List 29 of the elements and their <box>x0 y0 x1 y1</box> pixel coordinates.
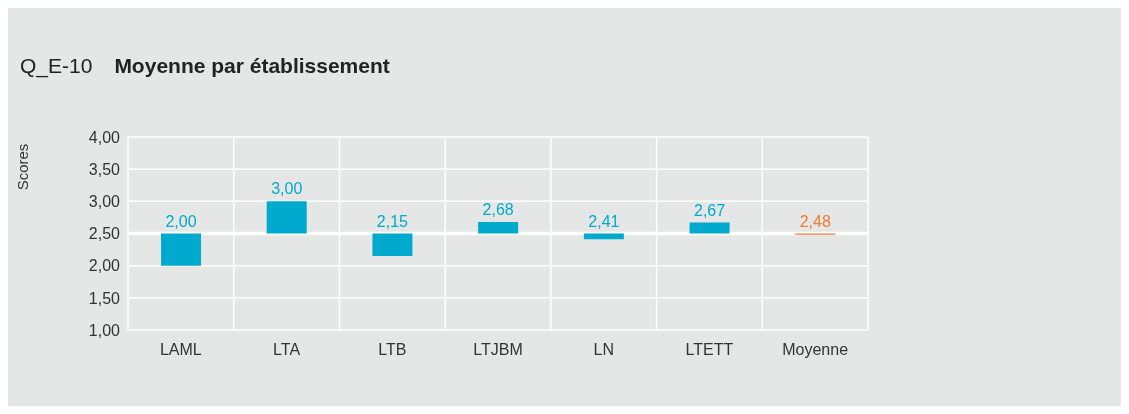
data-label: 2,41 <box>588 212 620 230</box>
bar <box>478 221 519 234</box>
y-tick-label: 1,00 <box>88 321 121 339</box>
y-tick-label: 3,50 <box>88 160 121 178</box>
bar <box>161 233 201 266</box>
bar <box>372 233 413 257</box>
bar <box>689 222 730 234</box>
data-label: 2,67 <box>694 201 726 219</box>
y-tick-label: 1,50 <box>88 289 121 307</box>
bar <box>266 201 307 234</box>
y-tick-label: 2,00 <box>88 257 121 275</box>
x-tick-label: LTA <box>273 341 301 359</box>
x-tick-label: LTJBM <box>473 341 523 359</box>
x-tick-label: LAML <box>159 341 202 359</box>
x-tick-label: LTB <box>378 341 407 359</box>
chart-subtitle: Q_E-10 <box>20 54 93 77</box>
x-tick-label: LTETT <box>685 341 734 359</box>
x-tick-label: LN <box>593 341 614 359</box>
x-tick-label: Moyenne <box>782 341 849 359</box>
y-tick-label: 4,00 <box>88 128 121 146</box>
y-tick-label: 3,00 <box>88 193 121 211</box>
y-axis-title: Scores <box>14 143 31 191</box>
data-label: 2,00 <box>165 212 197 230</box>
data-label: 3,00 <box>271 180 303 198</box>
data-label: 2,48 <box>799 212 831 230</box>
data-label: 2,15 <box>376 212 409 230</box>
y-tick-label: 2,50 <box>88 225 121 243</box>
chart-title: Moyenne par établissement <box>114 54 390 77</box>
data-label: 2,68 <box>482 200 514 218</box>
